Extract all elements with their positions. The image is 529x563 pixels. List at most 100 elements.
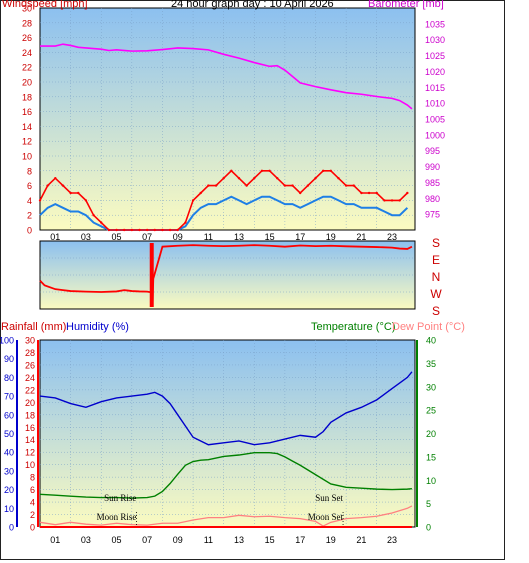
x-tick-label: 03 — [81, 535, 91, 545]
temperature-axis-title: Temperature (°C) — [311, 321, 395, 333]
windspeed-point — [46, 184, 49, 187]
windspeed-point — [191, 199, 195, 202]
windspeed-point — [360, 191, 363, 195]
windspeed-tick-label: 12 — [22, 137, 32, 147]
chart-frame — [0, 0, 505, 560]
x-tick-label: 19 — [326, 232, 336, 242]
x-tick-label: 21 — [356, 535, 366, 545]
windspeed-tick-label: 16 — [22, 107, 32, 117]
windspeed-point — [54, 177, 57, 180]
rainfall-tick-label: 2 — [30, 510, 35, 520]
rainfall-axis-title: Rainfall (mm) — [1, 321, 66, 333]
bottom-grid — [40, 340, 415, 527]
windspeed-point — [184, 221, 187, 224]
windspeed-point — [367, 191, 371, 195]
humidity-tick-label: 90 — [4, 354, 14, 364]
x-tick-label: 11 — [204, 535, 213, 545]
barometer-tick-label: 985 — [425, 178, 440, 188]
windspeed-point — [222, 177, 225, 180]
windspeed-point — [145, 228, 149, 232]
windspeed-point — [115, 228, 118, 232]
rainfall-tick-label: 12 — [25, 448, 35, 458]
temperature-tick-label: 0 — [426, 523, 431, 533]
bottom-panel: Rainfall (mm) Humidity (%) Temperature (… — [0, 321, 465, 545]
rainfall-tick-label: 18 — [25, 410, 35, 420]
rainfall-tick-label: 20 — [25, 398, 35, 408]
windspeed-point — [84, 199, 88, 202]
windspeed-point — [237, 177, 241, 180]
annotation-label: Sun Set — [315, 493, 343, 503]
humidity-tick-label: 50 — [4, 429, 14, 439]
temperature-tick-label: 30 — [426, 382, 436, 392]
humidity-tick-label: 40 — [4, 448, 14, 458]
humidity-line — [39, 371, 413, 446]
rainfall-tick-label: 30 — [25, 336, 35, 346]
barometer-tick-label: 980 — [425, 194, 440, 204]
rainfall-tick-label: 22 — [25, 385, 35, 395]
windspeed-point — [138, 228, 141, 232]
windspeed-point — [214, 184, 218, 187]
humidity-tick-label: 80 — [4, 373, 14, 383]
x-tick-label: 05 — [112, 232, 122, 242]
windspeed-tick-label: 14 — [22, 122, 32, 132]
wind-direction-line — [39, 244, 413, 307]
barometer-tick-label: 1000 — [425, 130, 445, 140]
temperature-tick-label: 40 — [426, 336, 436, 346]
windspeed-tick-label: 28 — [22, 18, 32, 28]
rainfall-tick-label: 16 — [25, 423, 35, 433]
windspeed-tick-label: 8 — [27, 166, 32, 176]
windspeed-point — [306, 184, 310, 187]
humidity-tick-label: 70 — [4, 392, 14, 402]
windspeed-point — [383, 199, 386, 202]
windspeed-point — [122, 228, 126, 232]
windspeed-point — [161, 228, 164, 232]
temperature-line — [39, 451, 413, 499]
windspeed-point — [245, 184, 248, 187]
windspeed-point — [130, 228, 134, 232]
windspeed-tick-label: 24 — [22, 48, 32, 58]
windspeed-point — [283, 184, 287, 187]
direction-label: W — [430, 287, 442, 301]
rainfall-tick-label: 10 — [25, 460, 35, 470]
bottom-plot-area — [39, 339, 416, 528]
windspeed-point — [61, 184, 65, 187]
temperature-ticks: 40 35 30 25 20 15 10 5 0 — [426, 336, 436, 533]
annotation-label: Moon Rise — [97, 512, 137, 522]
windspeed-point — [92, 214, 95, 217]
bottom-x-ticks: 01 03 05 07 09 11 13 15 17 19 21 23 — [50, 535, 397, 545]
top-plot-area — [39, 7, 416, 231]
x-tick-label: 15 — [265, 232, 275, 242]
barometer-axis-title: Barometer [mb] — [368, 0, 444, 10]
barometer-tick-label: 1025 — [425, 51, 445, 61]
humidity-tick-label: 100 — [0, 336, 14, 346]
rainfall-tick-label: 26 — [25, 360, 35, 370]
temperature-tick-label: 10 — [426, 476, 436, 486]
barometer-ticks: 1035 1030 1025 1020 1015 1010 1005 1000 995 990 98… — [425, 19, 445, 219]
temperature-tick-label: 5 — [426, 499, 431, 509]
dewpoint-axis-title: Dew Point (°C) — [392, 321, 465, 333]
windspeed-tick-label: 0 — [27, 226, 32, 236]
windspeed-point — [153, 228, 156, 232]
x-tick-label: 09 — [173, 232, 183, 242]
windspeed-point — [390, 199, 394, 202]
barometer-line — [40, 43, 413, 110]
humidity-tick-label: 30 — [4, 466, 14, 476]
x-tick-label: 21 — [356, 232, 366, 242]
windspeed-tick-label: 20 — [22, 78, 32, 88]
windspeed-tick-label: 22 — [22, 63, 32, 73]
page-title: 24 hour graph day : 10 April 2026 — [171, 0, 334, 10]
windspeed-point — [268, 169, 271, 172]
windspeed-point — [375, 191, 378, 195]
x-tick-label: 05 — [112, 535, 122, 545]
windspeed-point — [207, 184, 210, 187]
top-panel: Windspeed [mph] 24 hour graph day : 10 A… — [2, 0, 445, 242]
top-series — [38, 43, 413, 232]
windspeed-point — [107, 228, 111, 232]
barometer-tick-label: 990 — [425, 162, 440, 172]
wind-direction-spike — [149, 243, 154, 307]
rainfall-tick-label: 4 — [30, 498, 35, 508]
